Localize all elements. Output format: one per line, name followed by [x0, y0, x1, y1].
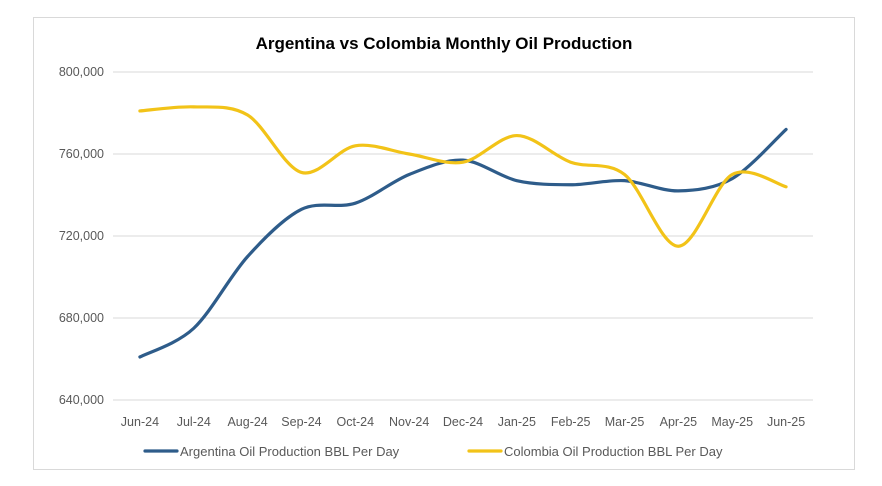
x-tick-label: Jun-25 [767, 415, 805, 429]
x-tick-label: Oct-24 [337, 415, 375, 429]
chart-title: Argentina vs Colombia Monthly Oil Produc… [256, 34, 633, 53]
grid-lines [113, 71, 813, 401]
series-line-colombia [138, 105, 788, 248]
x-tick-label: May-25 [711, 415, 753, 429]
y-tick-label: 760,000 [59, 147, 104, 161]
x-tick-label: Jun-24 [121, 415, 159, 429]
x-tick-label: Nov-24 [389, 415, 429, 429]
y-tick-label: 720,000 [59, 229, 104, 243]
x-tick-label: Apr-25 [660, 415, 698, 429]
legend: Argentina Oil Production BBL Per Day Colo… [143, 444, 723, 459]
y-tick-label: 640,000 [59, 393, 104, 407]
legend-label: Argentina Oil Production BBL Per Day [180, 444, 400, 459]
x-tick-label: Dec-24 [443, 415, 483, 429]
series-line-argentina [138, 127, 788, 359]
x-tick-label: Jan-25 [498, 415, 536, 429]
y-tick-label: 800,000 [59, 65, 104, 79]
x-tick-label: Mar-25 [605, 415, 645, 429]
x-tick-label: Jul-24 [177, 415, 211, 429]
x-axis-ticks: Jun-24 Jul-24 Aug-24 Sep-24 Oct-24 Nov-24 Dec-… [121, 415, 805, 429]
x-tick-label: Sep-24 [281, 415, 321, 429]
series-lines [138, 105, 788, 359]
y-axis-ticks: 640,000 680,000 720,000 760,000 800,000 [59, 65, 104, 407]
x-tick-label: Aug-24 [227, 415, 267, 429]
legend-label: Colombia Oil Production BBL Per Day [504, 444, 723, 459]
y-tick-label: 680,000 [59, 311, 104, 325]
x-tick-label: Feb-25 [551, 415, 591, 429]
chart-frame [33, 17, 855, 470]
